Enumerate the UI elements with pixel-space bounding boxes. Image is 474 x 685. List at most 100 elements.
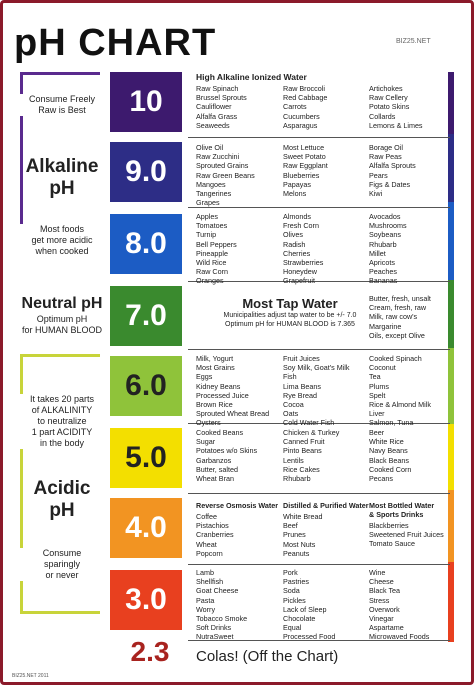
food-item: NutraSweet — [196, 632, 234, 642]
food-item: Rice Cakes — [283, 464, 320, 474]
food-item: Fresh Corn — [283, 221, 319, 231]
food-item: Apples — [196, 212, 218, 221]
food-item: Rice & Almond Milk — [369, 400, 431, 410]
of-alk-text: of ALKALINITY — [31, 405, 93, 415]
food-item: Canned Fruit — [283, 437, 325, 447]
food-item: Peaches — [369, 267, 397, 277]
food-item: Eggs — [196, 372, 213, 382]
food-item: Black Beans — [369, 455, 409, 465]
neutral-label: Neutral pH Optimum pH for HUMAN BLOOD — [8, 294, 116, 336]
page-title: pH CHART — [14, 22, 217, 64]
food-item: Pasta — [196, 595, 215, 605]
food-item: Raw Peas — [369, 152, 402, 162]
gradient-bar-4 — [448, 490, 454, 562]
food-item: Goat Cheese — [196, 586, 239, 596]
food-item: Grapes — [196, 198, 220, 208]
row10-col2: Raw Broccoli Red Cabbage Carrots Cucumbers A… — [283, 84, 327, 130]
food-item: Figs & Dates — [369, 179, 411, 189]
consume-freely-label: Consume Freely Raw is Best — [8, 94, 116, 116]
ph-tile-2-3: 2.3 — [130, 636, 170, 667]
ph-tile-6: 6.0 — [110, 356, 182, 416]
food-item: Cream, fresh, raw — [369, 303, 427, 313]
food-item: Wild Rice — [196, 258, 227, 268]
food-item: Papayas — [283, 179, 311, 189]
divider — [188, 207, 450, 208]
ph-tile-7: 7.0 — [110, 286, 182, 346]
row8-col3: Avocados Mushrooms Soybeans Rhubarb Millet Ap… — [369, 212, 407, 286]
row5-col2: Chicken & Turkey Canned Fruit Pinto Beans L… — [283, 428, 339, 483]
gradient-bar-10 — [448, 72, 454, 134]
food-item: Garbanzos — [196, 455, 232, 465]
food-item: Sweetened Fruit Juices — [369, 530, 444, 540]
row4-col1: Coffee Pistachios Cranberries Wheat Popcorn — [196, 512, 234, 558]
takes20-text: It takes 20 parts — [29, 394, 95, 404]
ph-tile-9: 9.0 — [110, 142, 182, 202]
food-item: Peanuts — [283, 548, 310, 558]
consume-sparingly-label: Consume sparingly or never — [8, 548, 116, 581]
food-item: Chocolate — [283, 614, 316, 624]
consume-freely-text: Consume Freely — [28, 94, 96, 104]
food-item: Spelt — [369, 390, 386, 400]
food-item: Processed Food — [283, 632, 336, 642]
food-item: Oils, except Olive — [369, 330, 425, 340]
food-item: Lamb — [196, 568, 214, 577]
food-item: Radish — [283, 239, 306, 249]
divider — [188, 564, 450, 565]
food-item: Sugar — [196, 437, 216, 447]
food-item: Fruit Juices — [283, 354, 320, 363]
food-item: Margarine — [369, 321, 402, 331]
food-item: Black Tea — [369, 586, 401, 596]
food-item: Beer — [369, 428, 385, 437]
site-label: BIZ25.NET — [396, 38, 431, 45]
in-body-text: in the body — [39, 438, 85, 448]
acidic-text: Acidic — [33, 478, 91, 499]
food-item: Brussel Sprouts — [196, 93, 247, 103]
food-item: Pecans — [369, 474, 393, 484]
row5-col3: Beer White Rice Navy Beans Black Beans Cooke… — [369, 428, 411, 483]
alkaline-text: Alkaline — [25, 156, 99, 177]
food-item: White Bread — [283, 512, 323, 521]
acidic-ph-text: pH — [49, 500, 75, 521]
food-item: Collards — [369, 111, 396, 121]
food-item: Tangerines — [196, 189, 232, 199]
row10-title: High Alkaline Ionized Water — [196, 72, 307, 82]
food-item: Apricots — [369, 258, 395, 268]
food-item: Cocoa — [283, 400, 304, 410]
row3-col1: Lamb Shellfish Goat Cheese Pasta Worry Tobacc… — [196, 568, 247, 642]
food-item: Cranberries — [196, 530, 234, 540]
food-item: Milk, Yogurt — [196, 354, 234, 363]
acidic-bracket — [20, 354, 100, 614]
food-item: Raw Zucchini — [196, 152, 240, 162]
gradient-bar-6 — [448, 348, 454, 424]
food-item: Oysters — [196, 418, 221, 428]
food-item: Soft Drinks — [196, 623, 232, 633]
food-item: Asparagus — [283, 120, 318, 130]
food-item: Blueberries — [283, 170, 320, 180]
food-item: Cooked Spinach — [369, 354, 422, 363]
food-item: Sprouted Wheat Bread — [196, 409, 270, 419]
food-item: Raw Corn — [196, 267, 228, 277]
row4-title3a: Most Bottled Water — [369, 501, 435, 510]
row3-col3: Wine Cheese Black Tea Stress Overwork Vinegar… — [369, 568, 429, 642]
ph-tile-5: 5.0 — [110, 428, 182, 488]
row6-col2: Fruit Juices Soy Milk, Goat's Milk Fish Lim… — [283, 354, 349, 428]
food-item: Oranges — [196, 276, 224, 286]
food-item: Cauliflower — [196, 102, 232, 112]
most-foods-text: Most foods — [39, 224, 85, 234]
divider — [188, 137, 450, 138]
row8-col1: Apples Tomatoes Turnip Bell Peppers Pineappl… — [196, 212, 237, 286]
divider — [188, 281, 450, 282]
food-item: Wheat — [196, 539, 217, 549]
food-item: Aspartame — [369, 623, 404, 633]
row8-col2: Almonds Fresh Corn Olives Radish Cherries Str… — [283, 212, 323, 286]
when-cooked-text: when cooked — [35, 246, 89, 256]
acidic-label: Acidic pH — [8, 478, 116, 522]
food-item: Potato Skins — [369, 102, 410, 112]
row10-col1: Raw Spinach Brussel Sprouts Cauliflower Alf… — [196, 84, 247, 130]
food-item: Blackberries — [369, 521, 409, 530]
food-item: Lemons & Limes — [369, 120, 423, 130]
food-item: Raw Eggplant — [283, 161, 328, 171]
row3-col2: Pork Pastries Soda Pickles Lack of Sleep Choc… — [283, 568, 335, 642]
food-item: Millet — [369, 248, 386, 258]
